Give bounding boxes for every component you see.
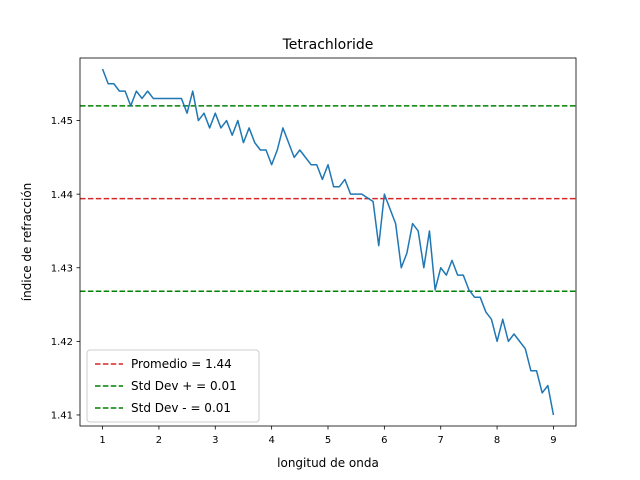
reference-lines: [80, 105, 576, 293]
y-tick-label: 1.43: [51, 263, 73, 274]
series-line-0: [101, 68, 555, 416]
y-tick-label: 1.42: [51, 337, 73, 348]
legend: Promedio = 1.44 Std Dev + = 0.01 Std Dev -…: [86, 349, 260, 423]
y-axis: 1.41 1.42 1.43 1.44 1.45: [51, 116, 80, 422]
legend-label-1: Std Dev + = 0.01: [131, 379, 237, 393]
x-axis-label: longitud de onda: [277, 456, 379, 470]
series-layer: [101, 68, 555, 416]
y-axis-label: índice de refracción: [20, 183, 34, 302]
x-tick-label: 2: [156, 435, 162, 446]
x-tick-label: 6: [381, 435, 387, 446]
plot-area: [80, 68, 576, 416]
legend-label-2: Std Dev - = 0.01: [131, 401, 231, 415]
chart-title: Tetrachloride: [282, 37, 374, 53]
y-tick-label: 1.44: [51, 190, 73, 201]
x-tick-label: 3: [212, 435, 218, 446]
x-tick-label: 9: [550, 435, 556, 446]
x-tick-label: 4: [268, 435, 274, 446]
y-tick-label: 1.41: [51, 411, 73, 422]
x-tick-label: 7: [438, 435, 444, 446]
legend-box: [86, 349, 260, 423]
x-tick-label: 8: [494, 435, 500, 446]
x-axis: 1 2 3 4 5 6 7 8 9: [99, 426, 557, 446]
legend-label-0: Promedio = 1.44: [131, 357, 232, 371]
y-tick-label: 1.45: [51, 116, 73, 127]
x-tick-label: 1: [99, 435, 105, 446]
x-tick-label: 5: [325, 435, 331, 446]
